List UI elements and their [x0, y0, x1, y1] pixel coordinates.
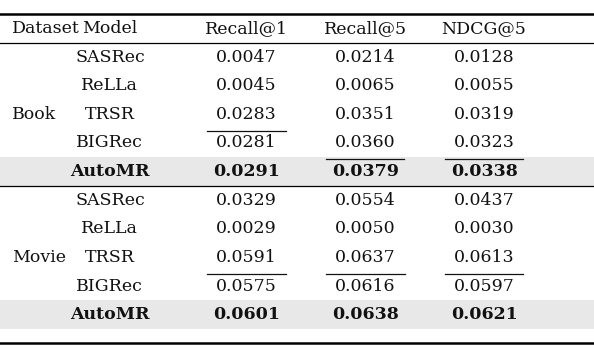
Text: 0.0323: 0.0323	[454, 135, 514, 152]
Text: 0.0379: 0.0379	[332, 163, 399, 180]
Text: 0.0601: 0.0601	[213, 306, 280, 323]
Text: 0.0283: 0.0283	[216, 106, 277, 123]
Text: Recall@1: Recall@1	[205, 20, 288, 37]
Text: AutoMR: AutoMR	[70, 163, 150, 180]
Text: Model: Model	[82, 20, 138, 37]
Text: 0.0338: 0.0338	[451, 163, 517, 180]
Text: 0.0437: 0.0437	[454, 192, 514, 209]
Text: 0.0637: 0.0637	[335, 249, 396, 266]
Text: 0.0591: 0.0591	[216, 249, 277, 266]
Text: BIGRec: BIGRec	[77, 278, 143, 295]
Text: 0.0597: 0.0597	[454, 278, 514, 295]
Text: 0.0638: 0.0638	[332, 306, 399, 323]
Text: 0.0360: 0.0360	[335, 135, 396, 152]
Text: 0.0047: 0.0047	[216, 48, 277, 65]
Text: 0.0616: 0.0616	[335, 278, 396, 295]
Text: Movie: Movie	[12, 249, 66, 266]
Text: BIGRec: BIGRec	[77, 135, 143, 152]
Bar	[0, 301, 594, 329]
Text: 0.0030: 0.0030	[454, 221, 514, 238]
Text: 0.0128: 0.0128	[454, 48, 514, 65]
Text: Book: Book	[12, 106, 56, 123]
Text: SASRec: SASRec	[75, 192, 145, 209]
Text: 0.0554: 0.0554	[335, 192, 396, 209]
Text: 0.0613: 0.0613	[454, 249, 514, 266]
Text: ReLLa: ReLLa	[81, 77, 138, 94]
Text: TRSR: TRSR	[85, 106, 135, 123]
Text: 0.0621: 0.0621	[451, 306, 517, 323]
Bar	[0, 157, 594, 186]
Text: 0.0055: 0.0055	[454, 77, 514, 94]
Text: 0.0214: 0.0214	[335, 48, 396, 65]
Text: AutoMR: AutoMR	[70, 306, 150, 323]
Text: 0.0291: 0.0291	[213, 163, 280, 180]
Text: 0.0281: 0.0281	[216, 135, 277, 152]
Text: Recall@5: Recall@5	[324, 20, 407, 37]
Text: 0.0329: 0.0329	[216, 192, 277, 209]
Text: TRSR: TRSR	[85, 249, 135, 266]
Text: 0.0319: 0.0319	[454, 106, 514, 123]
Text: SASRec: SASRec	[75, 48, 145, 65]
Text: 0.0045: 0.0045	[216, 77, 277, 94]
Text: 0.0029: 0.0029	[216, 221, 277, 238]
Text: 0.0575: 0.0575	[216, 278, 277, 295]
Text: NDCG@5: NDCG@5	[442, 20, 526, 37]
Text: Dataset: Dataset	[12, 20, 80, 37]
Text: ReLLa: ReLLa	[81, 221, 138, 238]
Text: 0.0065: 0.0065	[335, 77, 396, 94]
Text: 0.0351: 0.0351	[335, 106, 396, 123]
Text: 0.0050: 0.0050	[335, 221, 396, 238]
